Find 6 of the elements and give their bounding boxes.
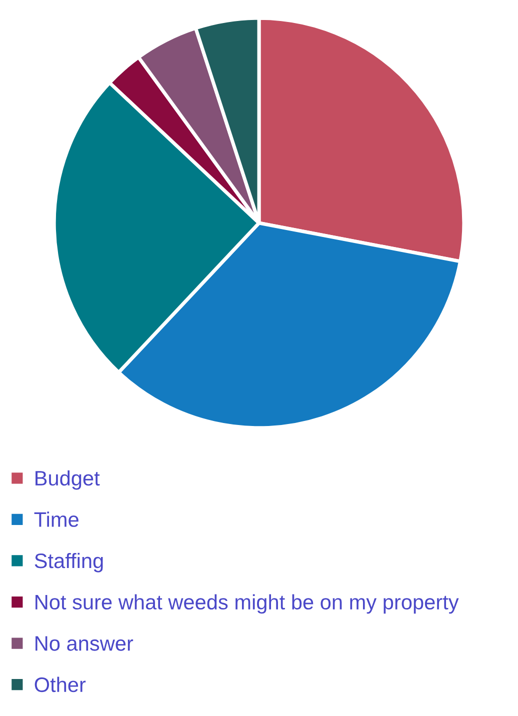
legend-label: Staffing	[34, 552, 103, 572]
legend-label: No answer	[36, 636, 134, 651]
legend-label: Budget	[36, 470, 100, 490]
legend-label: Not sure what weeds might be on my property	[36, 594, 459, 614]
legend-label: Time	[34, 512, 78, 527]
legend-label: Other	[34, 676, 86, 692]
